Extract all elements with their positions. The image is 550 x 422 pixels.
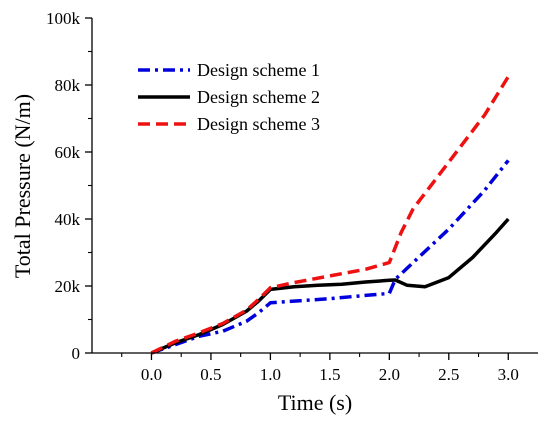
y-tick-label-1: 20k bbox=[55, 277, 81, 296]
y-tick-label-4: 80k bbox=[55, 76, 81, 95]
x-axis-title: Time (s) bbox=[278, 390, 352, 415]
series-line-3 bbox=[150, 75, 510, 355]
series-line-1 bbox=[150, 159, 510, 355]
y-tick-label-2: 40k bbox=[55, 210, 81, 229]
axes: 0.0 0.5 1.0 1.5 2.0 2.5 3.0 0 20k 40k 60k 80k 100k bbox=[46, 9, 538, 384]
y-axis-title: Total Pressure (N/m) bbox=[10, 94, 35, 278]
y-tick-label-5: 100k bbox=[46, 9, 81, 28]
x-tick-label-3: 1.5 bbox=[319, 365, 340, 384]
legend-label-1: Design scheme 1 bbox=[197, 60, 320, 80]
plot-area bbox=[150, 75, 510, 355]
y-tick-label-0: 0 bbox=[72, 344, 81, 363]
legend-label-3: Design scheme 3 bbox=[197, 114, 320, 134]
x-tick-label-0: 0.0 bbox=[141, 365, 162, 384]
y-tick-label-3: 60k bbox=[55, 143, 81, 162]
legend: Design scheme 1 Design scheme 2 Design sch… bbox=[138, 60, 320, 134]
legend-label-2: Design scheme 2 bbox=[197, 87, 320, 107]
x-tick-label-4: 2.0 bbox=[379, 365, 400, 384]
x-tick-label-5: 2.5 bbox=[438, 365, 459, 384]
series-line-2 bbox=[150, 217, 510, 355]
x-tick-label-6: 3.0 bbox=[498, 365, 519, 384]
x-tick-label-1: 0.5 bbox=[200, 365, 221, 384]
x-tick-label-2: 1.0 bbox=[260, 365, 281, 384]
